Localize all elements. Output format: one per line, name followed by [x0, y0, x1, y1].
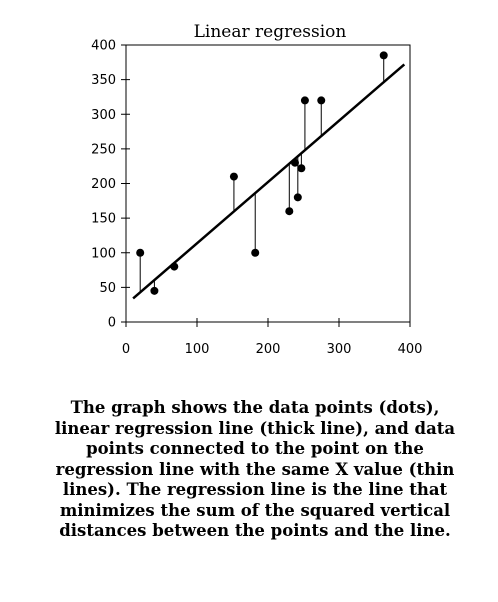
data-point	[170, 262, 179, 271]
data-point	[290, 158, 299, 167]
y-tick-label: 200	[91, 177, 116, 192]
residual-lines	[139, 55, 385, 293]
x-tick-label: 200	[256, 342, 281, 357]
x-tick-label: 0	[122, 342, 130, 357]
data-points	[136, 51, 388, 295]
data-point	[379, 51, 388, 60]
y-tick-label: 0	[108, 316, 116, 331]
y-tick-label: 50	[99, 281, 116, 296]
regression-chart: Linear regression 0 50 100 150 200 250 300 350 4…	[91, 22, 422, 358]
y-tick-label: 150	[91, 212, 116, 227]
x-tick-label: 400	[398, 342, 423, 357]
y-tick-label: 100	[91, 246, 116, 261]
y-tick-label: 300	[91, 108, 116, 123]
x-tick-label: 100	[185, 342, 210, 357]
data-point	[293, 193, 302, 202]
y-tick-label: 350	[91, 73, 116, 88]
regression-line	[132, 63, 406, 300]
data-point	[300, 96, 309, 105]
y-tick-label: 250	[91, 142, 116, 157]
x-tick-label: 300	[327, 342, 352, 357]
axes: 0 50 100 150 200 250 300 350 400 0 100 200 300 400	[91, 39, 422, 358]
data-point	[297, 164, 306, 173]
data-point	[251, 248, 260, 257]
data-point	[150, 286, 159, 295]
data-point	[136, 248, 145, 257]
data-point	[317, 96, 326, 105]
y-tick-label: 400	[91, 39, 116, 54]
figure-caption: The graph shows the data points (dots), …	[54, 398, 456, 540]
data-point	[229, 172, 238, 181]
chart-title: Linear regression	[194, 22, 347, 42]
data-point	[285, 207, 294, 216]
